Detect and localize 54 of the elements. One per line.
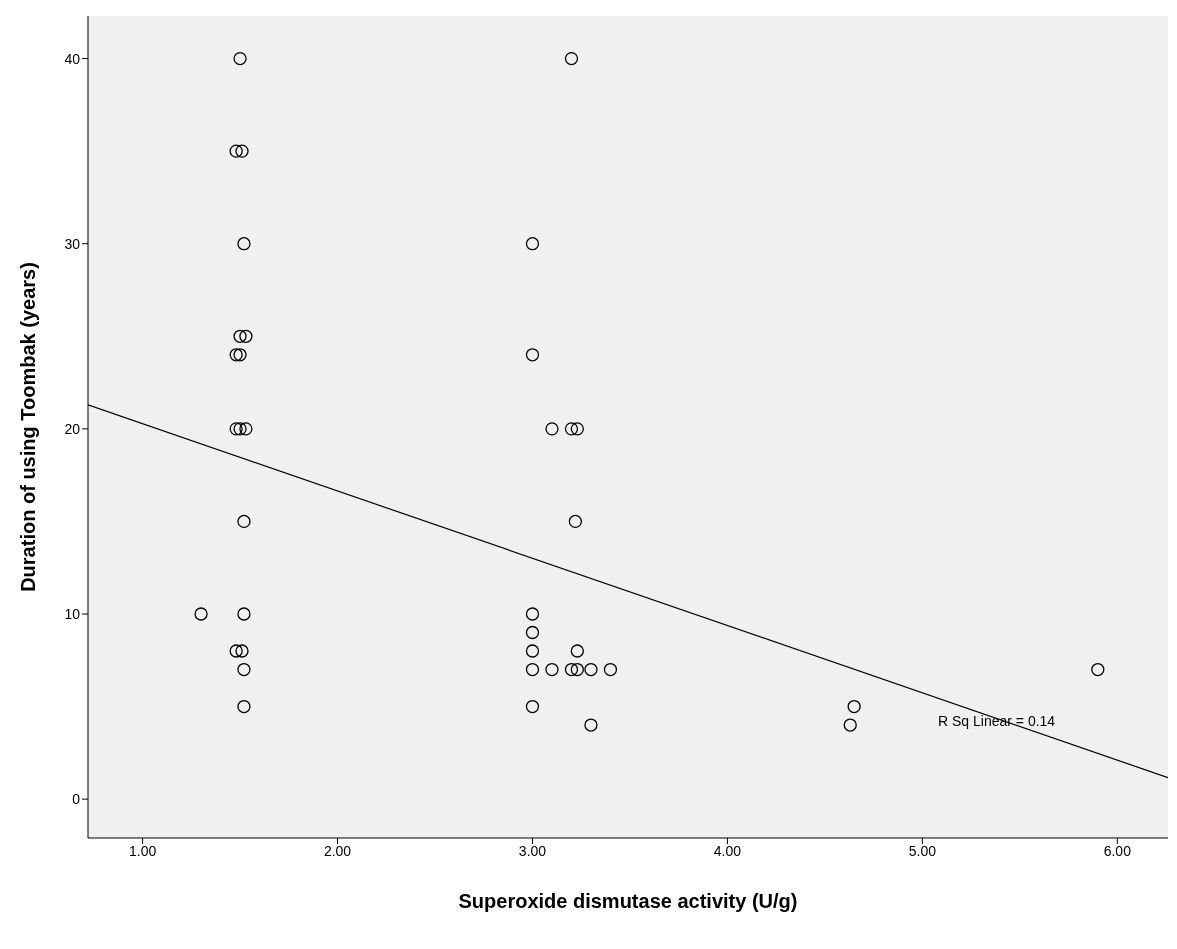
point <box>525 237 540 251</box>
point <box>570 422 584 436</box>
point <box>235 144 249 158</box>
point <box>564 51 579 66</box>
point <box>570 662 584 677</box>
point <box>843 718 857 732</box>
point <box>237 607 251 621</box>
point <box>570 644 584 658</box>
point <box>584 718 598 732</box>
point <box>229 644 243 658</box>
point <box>564 662 579 677</box>
point <box>584 662 598 677</box>
point <box>1091 662 1105 677</box>
point <box>233 348 247 362</box>
y-tick-label: 10 <box>64 605 81 622</box>
point <box>545 662 559 677</box>
point <box>239 329 253 343</box>
x-axis-title: Superoxide dismutase activity (U/g) <box>458 890 798 912</box>
x-tick-label: 2.00 <box>323 842 352 859</box>
x-tick-label: 5.00 <box>908 842 937 859</box>
point <box>525 607 540 621</box>
point <box>237 237 251 251</box>
point <box>229 144 243 158</box>
point <box>603 662 618 677</box>
point <box>525 644 540 658</box>
point <box>564 422 579 436</box>
point <box>237 699 251 714</box>
annotation: R Sq Linear = 0.14 <box>938 713 1056 729</box>
point <box>229 348 243 362</box>
point <box>239 422 253 436</box>
x-tick-label: 3.00 <box>518 842 547 859</box>
point <box>235 644 249 658</box>
x-tick-label: 4.00 <box>713 842 742 859</box>
point <box>237 662 251 677</box>
y-tick-label: 0 <box>72 791 81 808</box>
point <box>525 348 540 362</box>
point <box>545 422 559 436</box>
point <box>233 329 247 343</box>
point <box>194 607 208 621</box>
point <box>847 699 861 714</box>
point <box>525 625 540 640</box>
point <box>229 422 243 436</box>
point <box>525 699 540 714</box>
x-tick-label: 6.00 <box>1103 842 1132 859</box>
point <box>568 514 583 529</box>
point <box>237 514 251 529</box>
point <box>525 662 540 677</box>
y-axis-title: Duration of using Toombak (years) <box>17 262 40 592</box>
y-tick-label: 40 <box>64 50 81 67</box>
y-tick-label: 30 <box>64 235 81 252</box>
point <box>233 51 247 66</box>
point <box>233 422 247 436</box>
y-tick-label: 20 <box>64 420 81 437</box>
x-tick-label: 1.00 <box>128 842 157 859</box>
